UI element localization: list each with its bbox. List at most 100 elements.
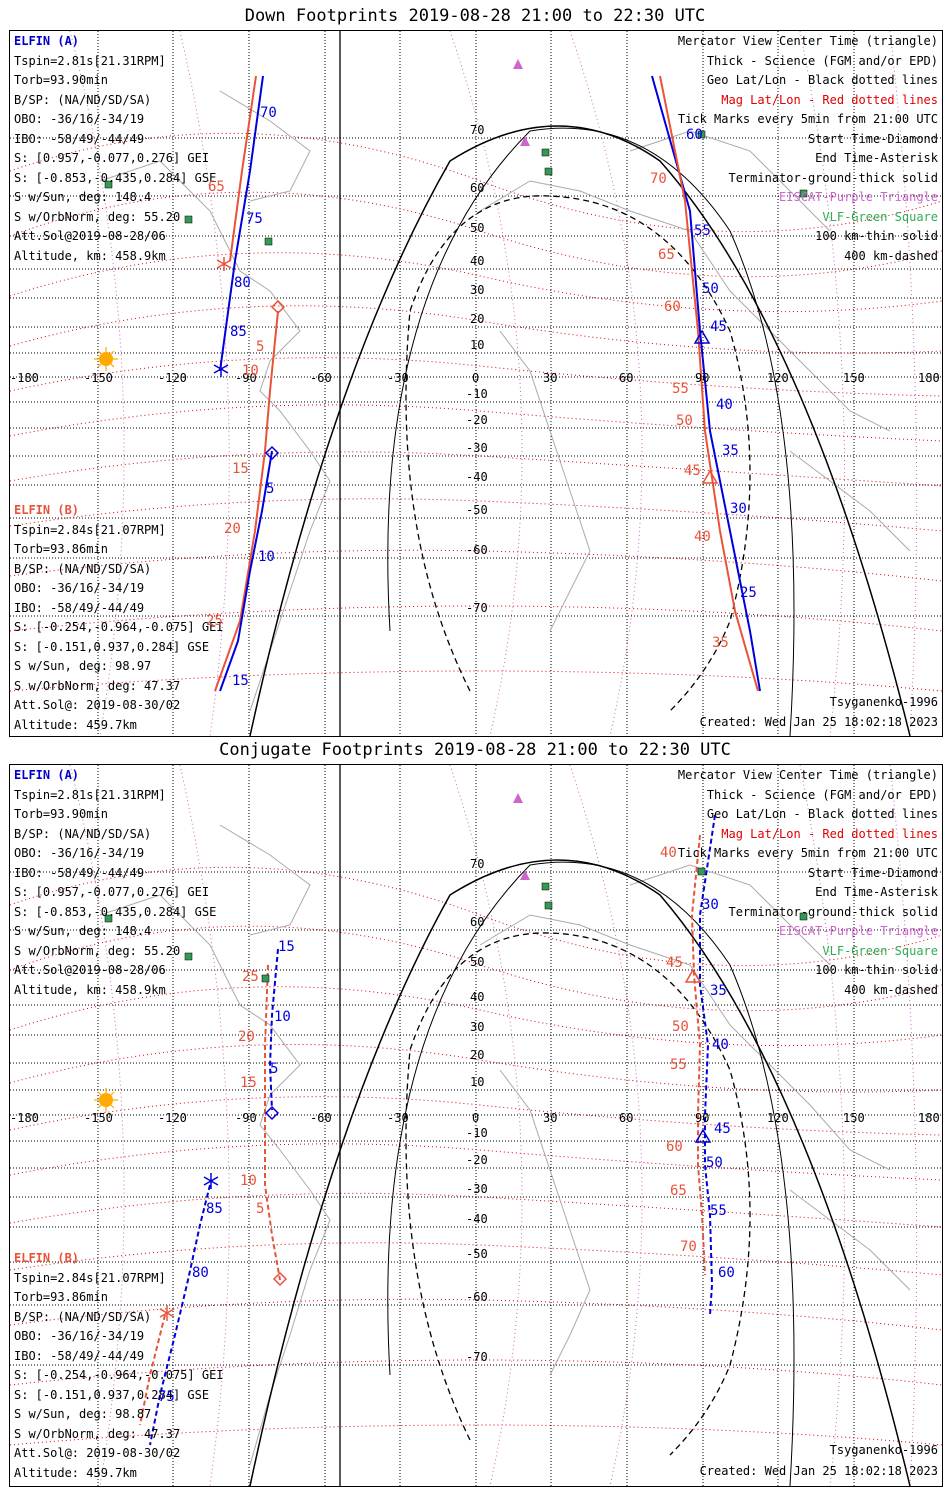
view-center-triangle-icon	[693, 329, 711, 344]
info-line: S w/OrbNorm, deg: 55.20	[14, 943, 181, 958]
map-canvas	[10, 31, 942, 736]
elfin-b-track-east	[690, 834, 706, 1276]
lat-tick: -70	[466, 601, 488, 615]
track-tick-label: 10	[274, 1009, 291, 1025]
legend-line: EISCAT-Purple Triangle	[779, 924, 938, 938]
legend-line: Tick Marks every 5min from 21:00 UTC	[677, 112, 938, 126]
view-center-triangle-icon	[684, 968, 702, 983]
info-line: Att.Sol@: 2019-08-30/02	[14, 698, 181, 712]
info-line: Altitude: 459.7km	[14, 717, 137, 732]
end-asterisk-icon	[203, 1173, 219, 1189]
elfin-a-track-sw	[149, 1184, 211, 1446]
lon-tick: -30	[387, 371, 409, 385]
elfin-b-label: ELFIN (B)	[14, 1251, 80, 1265]
info-line: Torb=93.86min	[14, 542, 108, 556]
lon-tick: 150	[843, 1111, 865, 1125]
track-tick-label: 40	[660, 845, 677, 861]
track-tick-label: 10	[240, 1173, 257, 1189]
legend-line: 100 km-thin solid	[815, 229, 938, 243]
vlf-square	[261, 974, 270, 983]
vlf-square	[104, 180, 113, 189]
view-center-triangle-icon	[701, 469, 719, 484]
track-tick-label: 45	[684, 463, 701, 479]
track-tick-label: 15	[232, 461, 249, 477]
track-tick-label: 65	[670, 1183, 687, 1199]
lon-tick: 90	[695, 1111, 710, 1125]
track-tick-label: 35	[722, 443, 739, 459]
info-line: S: [-0.151,0.937,0.284] GSE	[14, 1387, 210, 1402]
track-tick-label: 20	[224, 521, 241, 537]
info-line: S: [-0.151,0.937,0.284] GSE	[14, 639, 210, 654]
lon-tick: 180	[918, 371, 940, 385]
created-label: Created: Wed Jan 25 18:02:18 2023	[699, 1464, 938, 1478]
track-tick-label: 55	[672, 381, 689, 397]
elfin-a-info: ELFIN (A) Tspin=2.81s[21.31RPM] Torb=93.…	[14, 766, 216, 1000]
legend-line: 400 km-dashed	[844, 982, 938, 997]
track-tick-label: 70	[260, 105, 277, 121]
eiscat-triangle	[520, 136, 530, 146]
vlf-square	[104, 914, 113, 923]
legend-line: Geo Lat/Lon - Black dotted lines	[706, 807, 938, 821]
elfin-a-track-west	[268, 948, 279, 1111]
vlf-square	[264, 237, 273, 246]
track-tick-label: 50	[706, 1155, 723, 1171]
info-line: S w/OrbNorm, deg: 47.37	[14, 1426, 181, 1441]
track-tick-label: 25	[740, 585, 757, 601]
lon-tick: 150	[843, 371, 865, 385]
elfin-b-info: ELFIN (B) Tspin=2.84s[21.07RPM] Torb=93.…	[14, 501, 224, 735]
end-asterisk-icon	[216, 257, 232, 271]
start-diamond-icon	[270, 299, 286, 315]
track-tick-label: 70	[680, 1239, 697, 1255]
legend-line: Terminator-ground-thick solid	[728, 904, 938, 919]
lat-tick: -60	[466, 1290, 488, 1304]
elfin-a-label: ELFIN (A)	[14, 768, 80, 782]
info-line: IBO: -58/49/-44/49	[14, 600, 145, 615]
legend-line: Mercator View Center Time (triangle)	[677, 768, 938, 782]
track-tick-label: 55	[710, 1203, 727, 1219]
lat-tick: -50	[466, 503, 488, 517]
lon-tick: -90	[235, 371, 257, 385]
track-tick-label: 75	[158, 1389, 175, 1405]
track-tick-label: 60	[666, 1139, 683, 1155]
track-tick-label: 5	[256, 339, 265, 355]
lat-tick: 70	[470, 123, 485, 137]
track-tick-label: 55	[670, 1057, 687, 1073]
start-diamond-icon	[264, 445, 280, 461]
track-tick-label: 85	[206, 1201, 223, 1217]
lat-tick: -40	[466, 1212, 488, 1226]
elfin-a-track-sw	[219, 450, 273, 692]
legend-line: 400 km-dashed	[844, 248, 938, 263]
info-line: IBO: -58/49/-44/49	[14, 131, 145, 146]
100km-oval	[387, 861, 795, 1486]
info-line: Tspin=2.81s[21.31RPM]	[14, 53, 166, 68]
conjugate-footprints-map: ELFIN (A) Tspin=2.81s[21.31RPM] Torb=93.…	[9, 764, 943, 1487]
info-line: Torb=93.90min	[14, 73, 108, 87]
lon-tick: 60	[619, 371, 634, 385]
info-line: B/SP: (NA/ND/SD/SA)	[14, 1309, 152, 1324]
track-tick-label: 25	[242, 969, 259, 985]
track-tick-label: 40	[716, 397, 733, 413]
lat-tick: -70	[466, 1350, 488, 1364]
lon-tick: -90	[235, 1111, 257, 1125]
sun-rays	[94, 347, 118, 371]
info-line: Att.Sol@2019-08-28/06	[14, 229, 166, 243]
view-center-triangle-icon	[694, 1128, 712, 1143]
legend-line: 100 km-thin solid	[815, 963, 938, 977]
track-tick-label: 80	[234, 275, 251, 291]
panel2-title: Conjugate Footprints 2019-08-28 21:00 to…	[219, 740, 731, 760]
legend-line: Thick - Science (FGM and/or EPD)	[706, 53, 938, 68]
info-line: S: [-0.853,-0.435,0.284] GSE	[14, 170, 217, 185]
track-tick-label: 55	[694, 223, 711, 239]
info-line: S: [-0.254,-0.964,-0.075] GEI	[14, 620, 224, 634]
lon-tick: -60	[310, 1111, 332, 1125]
lon-tick: 120	[767, 371, 789, 385]
lon-tick: -120	[158, 1111, 187, 1125]
track-tick-label: 50	[702, 281, 719, 297]
track-tick-label: 60	[664, 299, 681, 315]
track-tick-label: 50	[676, 413, 693, 429]
info-line: S w/Sun, deg: 148.4	[14, 190, 152, 204]
lat-tick: 40	[470, 990, 485, 1004]
lon-tick: 60	[619, 1111, 634, 1125]
lat-tick: -60	[466, 543, 488, 557]
geo-grid	[10, 31, 942, 736]
